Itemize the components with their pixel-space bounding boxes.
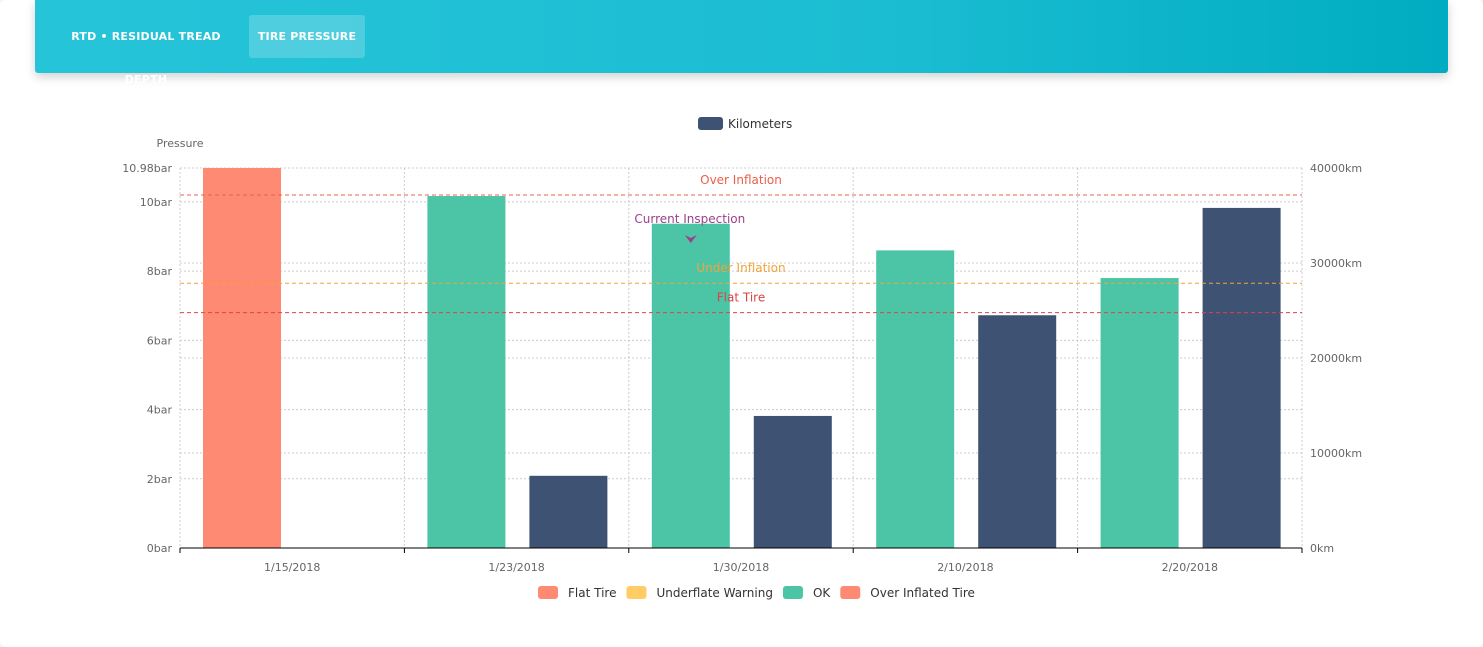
- tab-rtd[interactable]: RTD • RESIDUAL TREAD DEPTH: [71, 30, 221, 86]
- legend-layer: Kilometers Flat Tire Underflate Warning OK O…: [538, 117, 975, 600]
- bar-layer: [203, 168, 1281, 549]
- reference-line-layer: Over Inflation Under Inflation Flat Tire Cu…: [180, 173, 1302, 314]
- current-inspection-label: Current Inspection: [634, 212, 745, 226]
- y-right-tick-label-4: 40000km: [1310, 162, 1362, 175]
- bottom-legend-label-0[interactable]: Flat Tire: [568, 586, 616, 600]
- pressure-bar-3[interactable]: [876, 250, 955, 549]
- kilometers-bar-4[interactable]: [1202, 207, 1281, 548]
- top-legend-label-0[interactable]: Kilometers: [728, 117, 792, 131]
- y-right-tick-label-2: 20000km: [1310, 352, 1362, 365]
- x-tick-label-3: 2/10/2018: [937, 561, 993, 574]
- y-left-tick-label-0: 0bar: [147, 542, 173, 555]
- y-left-tick-label-5: 10bar: [140, 196, 173, 209]
- x-tick-label-4: 2/20/2018: [1162, 561, 1218, 574]
- x-tick-label-0: 1/15/2018: [264, 561, 320, 574]
- current-inspection-marker-icon: [684, 235, 697, 243]
- top-legend-swatch-0[interactable]: [698, 117, 723, 130]
- tab-tire-pressure[interactable]: TIRE PRESSURE: [249, 15, 365, 58]
- bottom-legend-swatch-0[interactable]: [538, 586, 558, 599]
- axis-layer: 1/15/2018 1/23/2018 1/30/2018 2/10/2018 2/20…: [122, 137, 1362, 574]
- y-right-tick-label-0: 0km: [1310, 542, 1334, 555]
- kilometers-bar-2[interactable]: [753, 415, 832, 548]
- pressure-bar-0[interactable]: [203, 168, 281, 548]
- kilometers-bar-3[interactable]: [978, 315, 1057, 548]
- y-left-tick-label-1: 2bar: [147, 473, 173, 486]
- bottom-legend-label-2[interactable]: OK: [813, 586, 831, 600]
- pressure-bar-4[interactable]: [1100, 278, 1179, 548]
- reference-line-label-0: Over Inflation: [700, 173, 782, 187]
- reference-line-label-2: Flat Tire: [717, 291, 765, 305]
- y-right-tick-label-1: 10000km: [1310, 447, 1362, 460]
- header-bar: RTD • RESIDUAL TREAD DEPTH TIRE PRESSURE: [35, 0, 1448, 86]
- pressure-bar-2[interactable]: [651, 223, 730, 548]
- bottom-legend-swatch-2[interactable]: [782, 586, 803, 599]
- y-left-tick-label-2: 4bar: [147, 404, 173, 417]
- bottom-legend-label-1[interactable]: Underflate Warning: [656, 586, 772, 600]
- bottom-legend-swatch-1[interactable]: [626, 586, 647, 599]
- y-left-tick-label-3: 6bar: [147, 334, 173, 347]
- y-left-tick-label-4: 8bar: [147, 265, 173, 278]
- kilometers-bar-1[interactable]: [529, 475, 608, 548]
- bottom-legend-swatch-3[interactable]: [840, 586, 861, 599]
- y-right-tick-label-3: 30000km: [1310, 257, 1362, 270]
- y-axis-title: Pressure: [157, 137, 204, 150]
- y-left-tick-label-6: 10.98bar: [122, 162, 172, 175]
- pressure-bar-1[interactable]: [427, 196, 506, 549]
- bottom-legend-label-3[interactable]: Over Inflated Tire: [870, 586, 975, 600]
- x-tick-label-1: 1/23/2018: [488, 561, 544, 574]
- reference-line-label-1: Under Inflation: [696, 261, 785, 275]
- x-tick-label-2: 1/30/2018: [713, 561, 769, 574]
